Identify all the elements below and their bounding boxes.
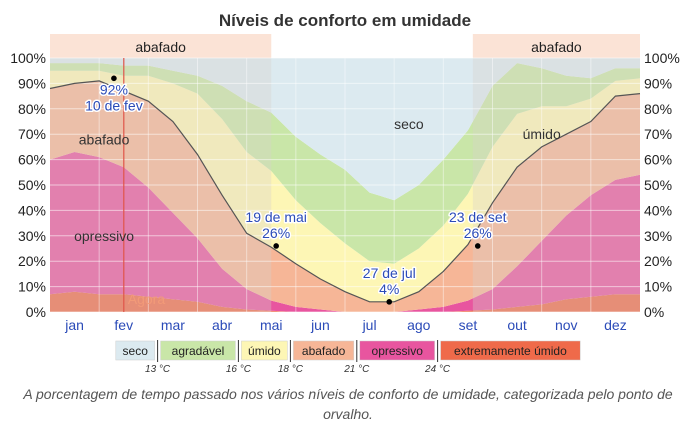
y-tick-label-right: 90% [644, 75, 672, 91]
x-tick-label: jun [310, 317, 330, 333]
area-layers [50, 58, 640, 313]
annotation-label: 26% [262, 225, 290, 241]
annotation-label: 26% [464, 225, 492, 241]
muggy-line-group [49, 80, 641, 303]
chart-title: Níveis de conforto em umidade [219, 11, 471, 30]
y-tick-label-left: 100% [10, 50, 46, 66]
y-tick-label-left: 10% [18, 279, 46, 295]
annotation-label: 4% [379, 281, 399, 297]
y-axis-ticks: 0% 0% 10% 10% 20% 20% 30% 30% 40% 40% 50% 50% 60% 60%… [10, 50, 680, 320]
band-label: abafado [79, 131, 130, 147]
legend-threshold: 13 °C [145, 364, 171, 375]
legend-threshold: 21 °C [343, 364, 370, 375]
legend-threshold: 16 °C [226, 364, 252, 375]
legend-threshold: 18 °C [278, 364, 304, 375]
legend-label: extremamente úmido [454, 344, 567, 358]
y-tick-label-right: 0% [644, 304, 664, 320]
annotation-halo: 4% [379, 281, 399, 297]
legend-label: úmido [248, 344, 281, 358]
annotation-halo: 27 de jul [363, 265, 416, 281]
annotation-point [386, 299, 393, 305]
annotation-point [111, 75, 117, 82]
band-label: opressivo [74, 228, 134, 244]
top-band [50, 34, 272, 58]
area-úmido [50, 70, 640, 302]
annotation-label: 10 de fev [85, 97, 143, 113]
legend-threshold: 24 °C [424, 364, 451, 375]
top-band-label: abafado [135, 39, 186, 55]
y-tick-label-right: 60% [644, 152, 672, 168]
y-tick-label-right: 80% [644, 101, 672, 117]
y-tick-label-right: 70% [644, 126, 672, 142]
x-tick-label: mar [161, 317, 185, 333]
y-tick-label-left: 60% [18, 152, 46, 168]
legend-label: abafado [302, 344, 346, 358]
area-opressivo [50, 152, 640, 312]
legend: seco agradável úmido abafado opressivo extrem… [115, 340, 581, 375]
annotation-label: 92% [100, 81, 128, 97]
annotation-halo: 10 de fev [85, 97, 143, 113]
muggy-line [49, 80, 641, 303]
legend-swatch [293, 340, 355, 361]
top-band [472, 34, 640, 58]
y-tick-label-right: 30% [644, 228, 672, 244]
x-tick-label: out [507, 317, 527, 333]
area-seco [50, 58, 640, 201]
x-tick-label: ago [407, 317, 431, 333]
y-tick-label-left: 50% [18, 177, 46, 193]
y-tick-label-right: 100% [644, 50, 680, 66]
legend-label: agradável [172, 344, 225, 358]
now-marker: Agora [123, 58, 166, 312]
top-band-label: abafado [531, 39, 582, 55]
y-tick-label-left: 20% [18, 253, 46, 269]
area-agradável [50, 63, 640, 264]
annotation-label: 27 de jul [363, 265, 416, 281]
y-tick-label-right: 10% [644, 279, 672, 295]
humidity-comfort-chart: Níveis de conforto em umidade abafado aba… [10, 11, 680, 375]
x-tick-label: jul [362, 317, 377, 333]
legend-label: seco [123, 344, 149, 358]
annotation-point [474, 243, 481, 249]
x-tick-label: abr [212, 317, 233, 333]
band-labels: seco úmido abafado opressivo [74, 116, 561, 244]
annotation-halo: 19 de mai [245, 209, 306, 225]
now-label: Agora [128, 291, 166, 307]
band-label: seco [394, 116, 424, 132]
y-tick-label-left: 30% [18, 228, 46, 244]
area-abafado [50, 80, 640, 313]
y-tick-label-left: 0% [26, 304, 46, 320]
area-extremamente-úmido [50, 291, 640, 312]
y-tick-label-right: 40% [644, 202, 672, 218]
y-tick-label-left: 40% [18, 202, 46, 218]
legend-label: opressivo [372, 344, 424, 358]
y-tick-label-right: 50% [644, 177, 672, 193]
gridlines [50, 57, 640, 313]
y-tick-label-left: 70% [18, 126, 46, 142]
legend-swatch [160, 340, 236, 361]
x-tick-label: nov [555, 317, 578, 333]
annotation-halo: 92% [100, 81, 128, 97]
legend-swatch [359, 340, 435, 361]
x-axis-ticks: jan fev mar abr mai jun jul ago set out nov dez [64, 317, 626, 333]
annotation-halo: 23 de set [449, 209, 507, 225]
annotation-halo: 26% [464, 225, 492, 241]
y-tick-label-left: 80% [18, 101, 46, 117]
annotation-halo: 26% [262, 225, 290, 241]
x-tick-label: dez [604, 317, 627, 333]
x-tick-label: jan [64, 317, 84, 333]
annotation-label: 19 de mai [245, 209, 306, 225]
legend-swatch [115, 340, 155, 361]
y-tick-label-left: 90% [18, 75, 46, 91]
x-tick-label: mai [260, 317, 283, 333]
y-tick-label-right: 20% [644, 253, 672, 269]
annotation-point [273, 243, 279, 249]
band-label: úmido [523, 126, 561, 142]
x-tick-label: set [459, 317, 478, 333]
annotation-label: 23 de set [449, 209, 507, 225]
x-tick-label: fev [114, 317, 133, 333]
legend-swatch [241, 340, 288, 361]
legend-swatch [440, 340, 581, 361]
chart-caption: A porcentagem de tempo passado nos vário… [23, 386, 673, 422]
